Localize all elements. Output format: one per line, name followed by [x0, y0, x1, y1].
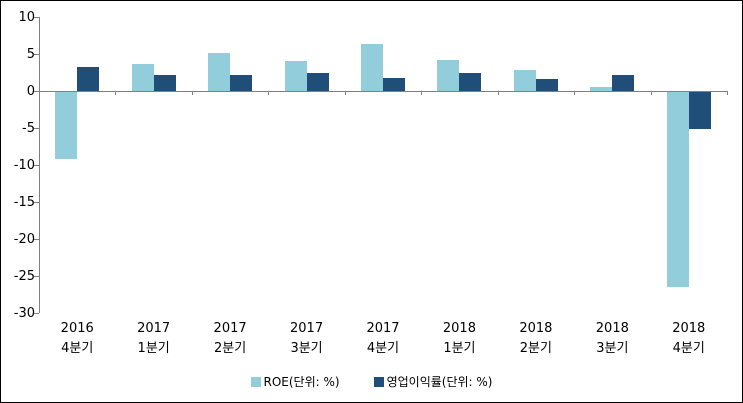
bar-roe: [284, 60, 307, 91]
x-category-label: 2018 3분기: [574, 319, 650, 359]
x-category-label: 2017 4분기: [345, 319, 421, 359]
bar-operating-margin: [688, 91, 711, 130]
legend-item-operating-margin: 영업이익률(단위: %): [373, 373, 493, 390]
bar-operating-margin: [77, 66, 100, 91]
x-label-quarter: 1분기: [137, 341, 170, 356]
x-label-year: 2017: [213, 321, 247, 336]
y-tick-label: -5: [22, 121, 35, 136]
y-axis-line: [39, 17, 40, 313]
y-tick-mark: [34, 202, 39, 203]
y-tick-label: 5: [26, 47, 35, 62]
legend-label-roe: ROE(단위: %): [263, 375, 340, 389]
x-tick-mark: [497, 91, 499, 95]
x-label-year: 2018: [672, 321, 706, 336]
bar-roe: [55, 91, 78, 160]
x-label-year: 2017: [366, 321, 400, 336]
x-label-quarter: 2분기: [213, 341, 247, 356]
y-tick-label: -15: [13, 195, 35, 210]
bar-roe: [590, 87, 613, 91]
y-tick-mark: [34, 313, 39, 314]
y-tick-label: 10: [18, 10, 35, 25]
y-tick-label: -30: [13, 306, 35, 321]
x-label-year: 2018: [519, 321, 553, 336]
bar-roe: [513, 69, 536, 91]
y-tick-label: -20: [13, 232, 35, 247]
x-category-label: 2017 1분기: [115, 319, 191, 359]
x-tick-mark: [344, 91, 346, 95]
legend-swatch-roe: [250, 376, 261, 387]
bar-roe: [131, 64, 154, 91]
x-category-label: 2017 2분기: [192, 319, 268, 359]
x-label-year: 2017: [290, 321, 324, 336]
x-label-quarter: 1분기: [443, 341, 476, 356]
bar-operating-margin: [383, 77, 405, 91]
x-tick-mark: [421, 91, 423, 95]
legend-swatch-operating-margin: [373, 376, 384, 387]
plot-area: [39, 17, 727, 313]
y-tick-mark: [34, 91, 39, 92]
bar-operating-margin: [535, 79, 558, 91]
x-label-quarter: 4분기: [366, 341, 400, 356]
bar-roe: [208, 52, 231, 91]
x-axis-line: [39, 91, 727, 92]
x-label-quarter: 4분기: [61, 341, 94, 356]
x-tick-mark: [650, 91, 652, 95]
bar-roe: [437, 59, 460, 91]
x-category-label: 2017 3분기: [268, 319, 344, 359]
x-label-quarter: 2분기: [519, 341, 552, 356]
legend-item-roe: ROE(단위: %): [250, 373, 340, 390]
x-tick-mark: [115, 91, 117, 95]
x-category-label: 2018 2분기: [498, 319, 574, 359]
bar-operating-margin: [230, 75, 253, 91]
bar-operating-margin: [153, 74, 176, 91]
x-label-year: 2016: [60, 321, 94, 336]
y-tick-mark: [34, 276, 39, 277]
x-tick-mark: [268, 91, 270, 95]
bar-operating-margin: [306, 72, 329, 91]
y-tick-label: -25: [13, 269, 35, 284]
x-label-year: 2018: [442, 321, 476, 336]
x-category-label: 2016 4분기: [39, 319, 115, 359]
bar-operating-margin: [612, 75, 635, 91]
y-tick-label: 0: [26, 84, 35, 99]
x-label-quarter: 3분기: [596, 341, 629, 356]
x-label-quarter: 3분기: [290, 341, 323, 356]
x-tick-mark: [727, 91, 728, 95]
x-tick-mark: [191, 91, 193, 95]
bar-roe: [666, 91, 689, 288]
y-tick-mark: [34, 54, 39, 55]
y-tick-label: -10: [13, 158, 35, 173]
y-tick-mark: [34, 128, 39, 129]
x-label-year: 2018: [595, 321, 629, 336]
legend-label-operating-margin: 영업이익률(단위: %): [386, 375, 493, 389]
x-category-label: 2018 1분기: [421, 319, 497, 359]
x-category-label: 2018 4분기: [651, 319, 727, 359]
legend: ROE(단위: %) 영업이익률(단위: %): [1, 373, 742, 390]
bar-operating-margin: [459, 72, 482, 91]
x-label-quarter: 4분기: [672, 341, 705, 356]
bar-roe: [361, 44, 383, 91]
y-tick-mark: [34, 17, 39, 18]
x-label-year: 2017: [137, 321, 171, 336]
x-tick-mark: [574, 91, 576, 95]
y-tick-mark: [34, 239, 39, 240]
y-tick-mark: [34, 165, 39, 166]
